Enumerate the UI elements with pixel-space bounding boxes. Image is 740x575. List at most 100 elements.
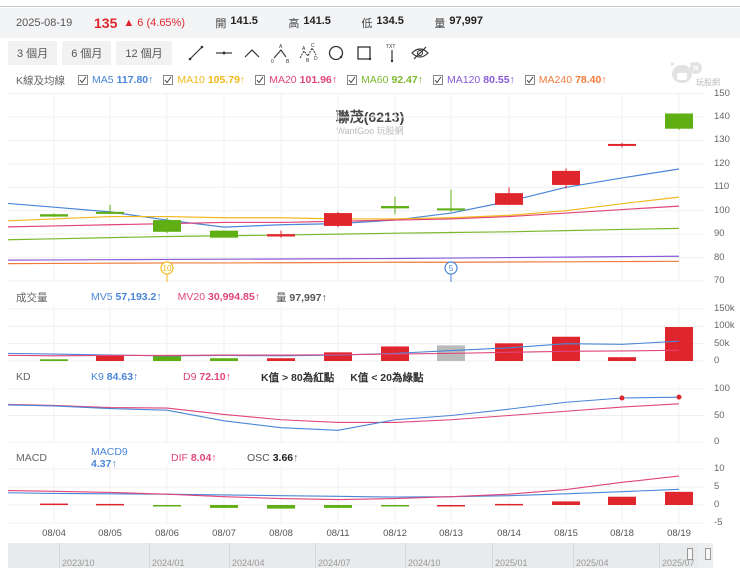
navigator-tick xyxy=(492,543,493,568)
candlestick xyxy=(552,170,580,185)
osc-label: OSC xyxy=(247,452,270,464)
x-axis-label: 08/13 xyxy=(439,528,463,539)
horizontal-line-icon[interactable] xyxy=(214,43,234,63)
hide-drawings-icon[interactable] xyxy=(410,43,430,63)
quote-bar: 2025-08-19 135 ▲ 6 (4.65%) 開 141.5 高 141.5… xyxy=(0,8,740,38)
rectangle-icon[interactable] xyxy=(354,43,374,63)
ma10-toggle[interactable]: MA10 105.79 ↑ xyxy=(163,74,245,86)
ma120-value: 80.55 xyxy=(483,74,510,86)
kd-note-green: K值 < 20為綠點 xyxy=(350,371,424,384)
price-axis-tick: 150 xyxy=(714,87,730,99)
checkbox-checked-icon[interactable] xyxy=(347,75,358,85)
candlestick xyxy=(267,234,295,237)
price-axis-tick: 100 xyxy=(714,204,730,216)
abc-pattern-icon[interactable]: A 0 B xyxy=(270,43,290,63)
quote-date: 2025-08-19 xyxy=(16,17,73,29)
x-axis-label: 08/12 xyxy=(383,528,407,539)
navigator-label: 2025/01 xyxy=(495,558,528,568)
volume-label: 量 xyxy=(434,18,446,30)
period-12m-button[interactable]: 12 個月 xyxy=(116,41,172,65)
osc-bar xyxy=(210,505,238,508)
kd-note-red: K值 > 80為紅點 xyxy=(261,371,335,384)
navigator-label: 2025/07 xyxy=(662,558,695,568)
ma10-value: 105.79 xyxy=(207,74,240,86)
navigator-selection[interactable] xyxy=(8,543,698,568)
osc-bar xyxy=(495,503,523,506)
x-axis-label: 08/11 xyxy=(326,528,350,539)
checkbox-checked-icon[interactable] xyxy=(432,75,443,85)
kd-axis-tick: 50 xyxy=(714,409,725,421)
arrow-up-icon: ↑ xyxy=(211,452,217,464)
ma5-toggle[interactable]: MA5 117.80 ↑ xyxy=(78,74,153,86)
wantgoo-logo: W 玩股網 xyxy=(668,60,728,90)
candlestick xyxy=(608,143,636,146)
arrow-up-icon: ↑ xyxy=(417,74,423,86)
osc-value: 3.66 xyxy=(272,452,294,464)
x-axis-label: 08/14 xyxy=(497,528,521,539)
period-6m-button[interactable]: 6 個月 xyxy=(62,41,112,65)
volume-bar xyxy=(324,352,352,361)
price-axis-tick: 140 xyxy=(714,111,730,122)
arrow-up-icon: ↑ xyxy=(111,458,117,470)
trend-line-icon[interactable] xyxy=(186,43,206,63)
x-axis-label: 08/15 xyxy=(554,528,578,539)
checkbox-checked-icon[interactable] xyxy=(78,75,88,85)
high-value: 141.5 xyxy=(303,15,331,27)
dif-label: DIF xyxy=(171,452,188,464)
svg-text:D: D xyxy=(314,56,318,62)
ma20-label: MA20 xyxy=(269,74,297,86)
checkbox-checked-icon[interactable] xyxy=(524,75,535,85)
logo-text: 玩股網 xyxy=(696,78,720,87)
mv20-value: 30,994.85 xyxy=(208,291,255,303)
navigator-tick xyxy=(149,543,150,568)
kd-legend-title: KD xyxy=(16,371,31,383)
checkbox-checked-icon[interactable] xyxy=(255,75,266,85)
mv5-value: 57,193.2 xyxy=(115,291,157,303)
angle-line-icon[interactable] xyxy=(242,43,262,63)
volume-axis-tick: 100k xyxy=(714,320,735,332)
ma-legend-title: K線及均線 xyxy=(16,74,66,87)
vol-label: 量 xyxy=(275,291,287,304)
navigator-label: 2024/01 xyxy=(152,558,185,568)
price-axis-tick: 80 xyxy=(714,251,725,263)
navigator-tick xyxy=(229,543,230,568)
arrow-up-icon: ↑ xyxy=(239,74,246,86)
volume-bar xyxy=(608,357,636,361)
range-navigator[interactable] xyxy=(8,543,713,568)
text-annotation-icon[interactable]: TXT xyxy=(382,43,402,63)
volume-bar xyxy=(153,355,181,361)
price-axis-tick: 90 xyxy=(714,228,725,240)
candlestick xyxy=(324,213,352,226)
low-value: 134.5 xyxy=(376,15,404,27)
navigator-right-handle[interactable] xyxy=(705,548,711,560)
navigator-tick xyxy=(315,543,316,568)
arrow-up-icon: ↑ xyxy=(331,74,338,86)
x-axis-label: 08/19 xyxy=(667,528,691,539)
candlestick xyxy=(665,113,693,129)
candlestick xyxy=(381,206,409,209)
candlestick xyxy=(437,208,465,211)
ma5-value: 117.80 xyxy=(116,74,149,86)
osc-bar xyxy=(267,505,295,509)
svg-text:A: A xyxy=(302,46,306,52)
circle-icon[interactable] xyxy=(326,43,346,63)
ma120-toggle[interactable]: MA120 80.55 ↑ xyxy=(432,74,515,86)
volume-axis-tick: 0 xyxy=(714,355,720,366)
ma240-toggle[interactable]: MA240 78.40 ↑ xyxy=(524,74,607,86)
osc-bar xyxy=(552,501,580,505)
chart-subtitle: WantGoo 玩股網 xyxy=(336,126,404,136)
arrow-up-icon: ↑ xyxy=(509,74,515,86)
arrow-up-icon: ↑ xyxy=(254,291,260,303)
ma20-toggle[interactable]: MA20 101.96 ↑ xyxy=(255,74,337,86)
volume-bar xyxy=(665,327,693,361)
navigator-left-handle[interactable] xyxy=(687,548,693,560)
checkbox-checked-icon[interactable] xyxy=(163,75,174,85)
ma60-toggle[interactable]: MA60 92.47 ↑ xyxy=(347,74,423,86)
open-label: 開 xyxy=(215,18,227,30)
d9-value: 72.10 xyxy=(199,371,226,383)
period-3m-button[interactable]: 3 個月 xyxy=(8,41,58,65)
x-axis-label: 08/07 xyxy=(212,528,236,539)
